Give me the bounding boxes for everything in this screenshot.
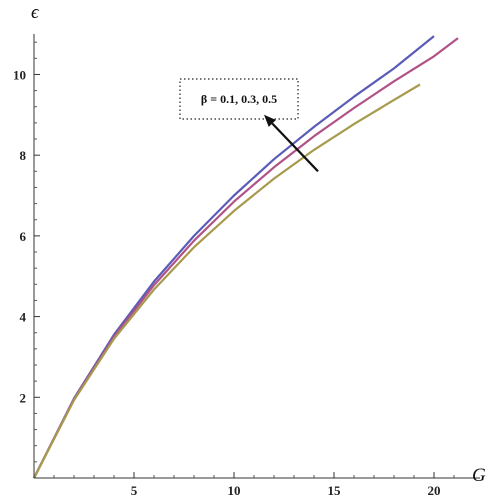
y-tick-label: 2 [20,390,27,405]
y-tick-label: 10 [13,67,26,82]
curves-layer [33,35,459,479]
x-tick-label: 10 [228,483,241,498]
y-tick-label: 4 [20,310,27,325]
annotation-arrowhead [264,114,276,127]
axes-layer [33,34,480,479]
annotation-box [179,78,299,120]
beta-annotation: β = 0.1, 0.3, 0.5 [179,78,319,173]
x-tick-label: 20 [428,483,441,498]
y-tick-label: 6 [20,229,27,244]
annotation-text: β = 0.1, 0.3, 0.5 [201,92,277,106]
x-tick-label: 5 [131,483,138,498]
y-axis-label: ϵ [31,2,40,23]
annotation-arrow [271,122,319,173]
x-tick-label: 15 [328,483,342,498]
x-axis-label: G [472,465,486,486]
ticks-layer: 5 10 15 20 2 4 6 8 10 [13,41,475,498]
y-tick-label: 8 [20,148,27,163]
series-line-3 [33,83,421,479]
